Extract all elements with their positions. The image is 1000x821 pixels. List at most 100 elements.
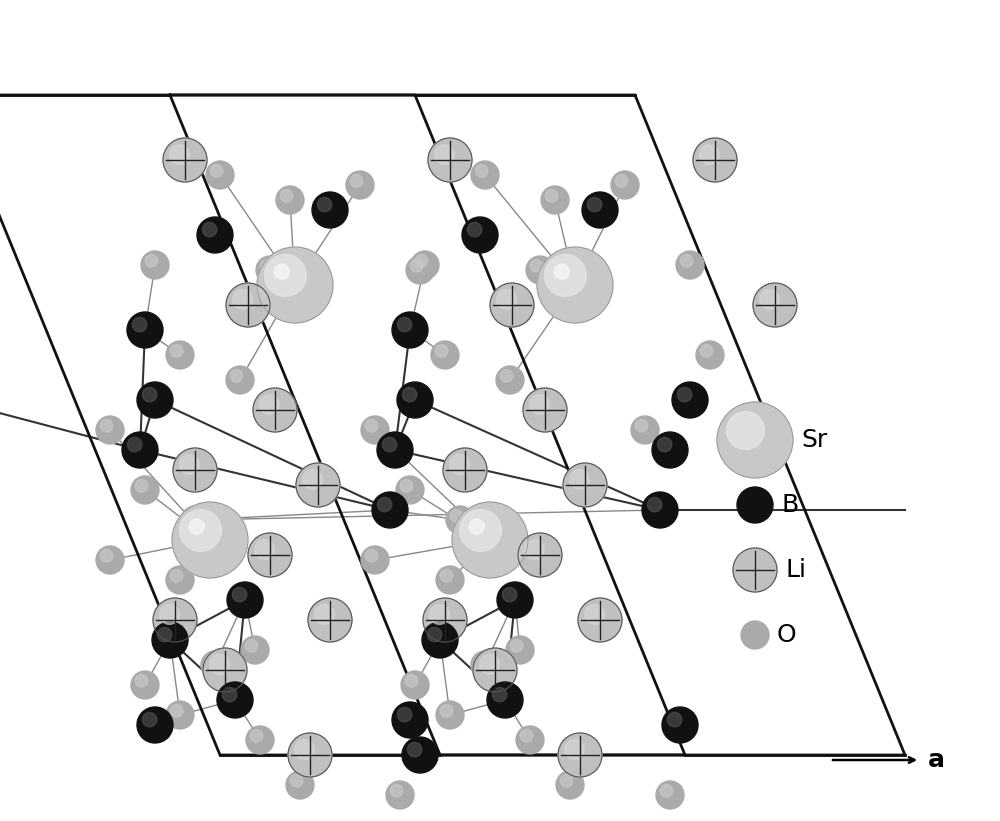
- Circle shape: [245, 640, 258, 652]
- Circle shape: [180, 510, 221, 552]
- Circle shape: [250, 730, 263, 742]
- Circle shape: [153, 598, 197, 642]
- Circle shape: [492, 687, 507, 702]
- Text: a: a: [928, 748, 945, 772]
- Circle shape: [135, 479, 148, 492]
- Circle shape: [423, 598, 467, 642]
- Circle shape: [587, 197, 602, 212]
- Circle shape: [717, 402, 793, 478]
- Circle shape: [410, 259, 423, 272]
- Circle shape: [166, 701, 194, 729]
- Circle shape: [530, 395, 549, 415]
- Circle shape: [733, 548, 777, 592]
- Text: Sr: Sr: [801, 428, 827, 452]
- Circle shape: [460, 510, 501, 552]
- Circle shape: [312, 192, 348, 228]
- Circle shape: [471, 651, 499, 679]
- Circle shape: [469, 519, 484, 534]
- Circle shape: [210, 164, 223, 177]
- Circle shape: [541, 186, 569, 214]
- Circle shape: [127, 438, 142, 452]
- Circle shape: [440, 704, 453, 717]
- Circle shape: [436, 701, 464, 729]
- Circle shape: [431, 341, 459, 369]
- Circle shape: [166, 566, 194, 594]
- Circle shape: [520, 730, 533, 742]
- Circle shape: [170, 144, 189, 164]
- Circle shape: [170, 570, 183, 582]
- Circle shape: [96, 416, 124, 444]
- Circle shape: [560, 774, 573, 787]
- Circle shape: [226, 283, 270, 327]
- Circle shape: [565, 740, 584, 759]
- Circle shape: [315, 604, 334, 625]
- Circle shape: [427, 627, 442, 642]
- Circle shape: [265, 255, 306, 296]
- Circle shape: [253, 388, 297, 432]
- Circle shape: [506, 636, 534, 664]
- Circle shape: [430, 604, 449, 625]
- Circle shape: [726, 411, 765, 450]
- Circle shape: [530, 259, 543, 272]
- Circle shape: [157, 627, 172, 642]
- Circle shape: [141, 251, 169, 279]
- Circle shape: [700, 144, 719, 164]
- Circle shape: [467, 222, 482, 236]
- Circle shape: [222, 687, 237, 702]
- Circle shape: [760, 290, 779, 310]
- Circle shape: [131, 476, 159, 504]
- Circle shape: [677, 388, 692, 401]
- Circle shape: [227, 582, 263, 618]
- Circle shape: [737, 487, 773, 523]
- Circle shape: [525, 539, 544, 559]
- Circle shape: [382, 438, 397, 452]
- Circle shape: [700, 345, 713, 357]
- Circle shape: [197, 217, 233, 253]
- Circle shape: [226, 366, 254, 394]
- Circle shape: [652, 432, 688, 468]
- Circle shape: [230, 369, 243, 382]
- Circle shape: [407, 742, 422, 757]
- Text: Li: Li: [785, 558, 806, 582]
- Circle shape: [558, 733, 602, 777]
- Circle shape: [693, 138, 737, 182]
- Circle shape: [497, 290, 516, 310]
- Circle shape: [205, 654, 218, 667]
- Circle shape: [137, 707, 173, 743]
- Circle shape: [206, 161, 234, 189]
- Circle shape: [260, 395, 279, 415]
- Circle shape: [256, 256, 284, 284]
- Circle shape: [135, 675, 148, 687]
- Circle shape: [443, 448, 487, 492]
- Circle shape: [516, 726, 544, 754]
- Circle shape: [296, 463, 340, 507]
- Circle shape: [415, 255, 428, 267]
- Circle shape: [203, 648, 247, 692]
- Circle shape: [172, 502, 248, 578]
- Circle shape: [286, 771, 314, 799]
- Circle shape: [502, 587, 517, 602]
- Circle shape: [217, 682, 253, 718]
- Circle shape: [396, 476, 424, 504]
- Circle shape: [127, 312, 163, 348]
- Circle shape: [248, 533, 292, 577]
- Circle shape: [497, 582, 533, 618]
- Circle shape: [392, 702, 428, 738]
- Circle shape: [346, 171, 374, 199]
- Circle shape: [523, 388, 567, 432]
- Circle shape: [556, 771, 584, 799]
- Circle shape: [246, 726, 274, 754]
- Circle shape: [490, 283, 534, 327]
- Circle shape: [257, 247, 333, 323]
- Circle shape: [386, 781, 414, 809]
- Circle shape: [545, 255, 586, 296]
- Circle shape: [475, 654, 488, 667]
- Circle shape: [185, 510, 198, 522]
- Circle shape: [537, 247, 613, 323]
- Circle shape: [450, 455, 469, 475]
- Circle shape: [475, 164, 488, 177]
- Circle shape: [145, 255, 158, 267]
- Circle shape: [365, 420, 378, 432]
- Circle shape: [660, 785, 673, 797]
- Circle shape: [563, 463, 607, 507]
